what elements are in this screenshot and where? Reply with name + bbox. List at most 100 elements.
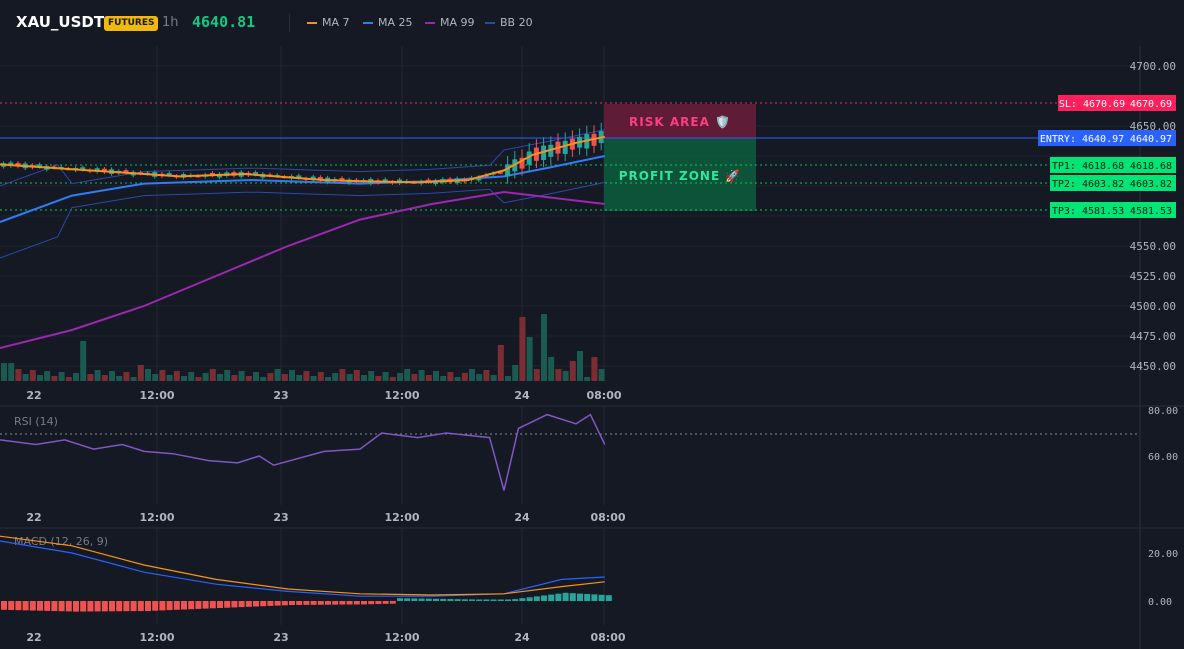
- volume-bar: [289, 370, 295, 381]
- price-tick: 4475.00: [1130, 330, 1176, 343]
- macd-hist-bar: [94, 601, 101, 612]
- legend-ma7[interactable]: MA 7: [307, 16, 350, 29]
- macd-hist-bar: [130, 601, 137, 612]
- macd-hist-bar: [353, 601, 360, 605]
- volume-bar: [260, 377, 267, 381]
- futures-badge: FUTURES: [104, 16, 159, 31]
- volume-bar: [130, 377, 137, 381]
- tp1-price-tag[interactable]: [1126, 157, 1176, 173]
- time-tick: 22: [26, 389, 41, 402]
- tp3-price-value: 4581.53: [1130, 206, 1172, 217]
- bb20-swatch: [485, 21, 495, 24]
- macd-hist-bar: [123, 601, 130, 612]
- macd-hist-bar: [605, 595, 612, 601]
- macd-hist-bar: [375, 601, 382, 605]
- macd-hist-bar: [447, 599, 454, 601]
- legend-ma99[interactable]: MA 99: [425, 16, 475, 29]
- tp1-tag-label: TP1: 4618.68: [1052, 161, 1124, 172]
- volume-bar: [447, 372, 454, 381]
- volume-bar: [101, 375, 108, 381]
- time-axis-macd[interactable]: 22 12:00 23 12:00 24 08:00: [26, 631, 626, 644]
- legend-bb20[interactable]: BB 20: [485, 16, 533, 29]
- volume-bar: [519, 317, 526, 381]
- macd-hist-bar: [361, 601, 367, 605]
- timeframe-label[interactable]: 1h: [162, 15, 179, 30]
- macd-hist-bar: [555, 593, 562, 601]
- macd-hist-bar: [281, 601, 288, 606]
- entry-tag[interactable]: [1038, 130, 1126, 146]
- grid-lines: [0, 46, 1140, 625]
- volume-bar: [209, 369, 216, 381]
- macd-hist-bar: [418, 598, 425, 601]
- tp2-price-value: 4603.82: [1130, 179, 1172, 190]
- volume-bar: [37, 375, 43, 381]
- volume-bar: [548, 357, 555, 381]
- entry-price-value: 4640.97: [1130, 134, 1172, 145]
- sl-tag[interactable]: [1058, 95, 1126, 111]
- tp3-tag-label: TP3: 4581.53: [1052, 206, 1124, 217]
- price-axis[interactable]: 4700.00 4650.00 4550.00 4525.00 4500.00 …: [1130, 60, 1176, 373]
- rsi-title[interactable]: RSI (14): [14, 415, 58, 428]
- macd-hist-bar: [562, 592, 569, 601]
- price-tick: 4450.00: [1130, 360, 1176, 373]
- macd-title[interactable]: MACD (12, 26, 9): [14, 535, 108, 548]
- macd-hist-bar: [1, 601, 7, 610]
- legend-ma25[interactable]: MA 25: [363, 16, 413, 29]
- volume-bar: [569, 361, 576, 381]
- macd-hist-bar: [476, 599, 483, 601]
- legend-bb20-label: BB 20: [500, 16, 533, 29]
- macd-hist-bar: [317, 601, 324, 605]
- time-axis-main[interactable]: 22 12:00 23 12:00 24 08:00: [26, 389, 622, 402]
- candle-body: [562, 140, 568, 154]
- volume-bar: [8, 363, 15, 381]
- macd-hist-bar: [181, 601, 187, 610]
- macd-hist-bar: [569, 593, 576, 601]
- macd-hist-bar: [541, 595, 547, 601]
- volume-bar: [339, 369, 346, 381]
- ma25-line: [0, 155, 606, 223]
- sl-price-tag[interactable]: [1126, 95, 1176, 111]
- macd-hist-bar: [454, 599, 461, 601]
- candle-body: [425, 179, 431, 183]
- macd-hist-bar: [461, 599, 468, 601]
- volume-bar: [94, 370, 101, 381]
- price-tick: 4500.00: [1130, 300, 1176, 313]
- bb-lower-line: [0, 181, 605, 259]
- tp3-tag[interactable]: [1050, 202, 1126, 218]
- macd-hist-bar: [15, 601, 22, 611]
- rsi-axis-tick: 80.00: [1148, 406, 1178, 417]
- macd-hist-bar: [339, 601, 346, 605]
- macd-hist-bar: [80, 601, 87, 612]
- volume-bar: [353, 370, 360, 381]
- tp2-price-tag[interactable]: [1126, 175, 1176, 191]
- tp2-tag[interactable]: [1050, 175, 1126, 191]
- ma7-swatch: [307, 21, 317, 24]
- volume-bar: [526, 337, 533, 381]
- macd-hist-bar: [73, 601, 79, 612]
- tp1-tag[interactable]: [1050, 157, 1126, 173]
- macd-hist-bar: [382, 601, 389, 604]
- macd-hist-bar: [152, 601, 159, 611]
- macd-hist-bar: [368, 601, 375, 605]
- macd-hist-bar: [533, 596, 540, 601]
- time-tick: 22: [26, 631, 41, 644]
- entry-price-tag[interactable]: [1126, 130, 1176, 146]
- macd-hist-bar: [469, 599, 475, 601]
- volume-bar: [454, 377, 461, 381]
- volume-bar: [375, 376, 382, 381]
- volume-bar: [591, 357, 598, 381]
- volume-bar: [145, 369, 151, 381]
- macd-histogram: [1, 592, 612, 612]
- volume-bar: [87, 374, 94, 381]
- macd-hist-bar: [87, 601, 94, 612]
- volume-bar: [15, 369, 22, 381]
- macd-hist-bar: [58, 601, 65, 612]
- time-axis-rsi[interactable]: 22 12:00 23 12:00 24 08:00: [26, 511, 626, 524]
- macd-hist-bar: [584, 594, 591, 601]
- tp3-price-tag[interactable]: [1126, 202, 1176, 218]
- symbol-title[interactable]: XAU_USDT: [16, 13, 105, 31]
- macd-hist-bar: [389, 601, 396, 604]
- volume-bar: [281, 374, 288, 381]
- rsi-axis-tick: 60.00: [1148, 452, 1178, 463]
